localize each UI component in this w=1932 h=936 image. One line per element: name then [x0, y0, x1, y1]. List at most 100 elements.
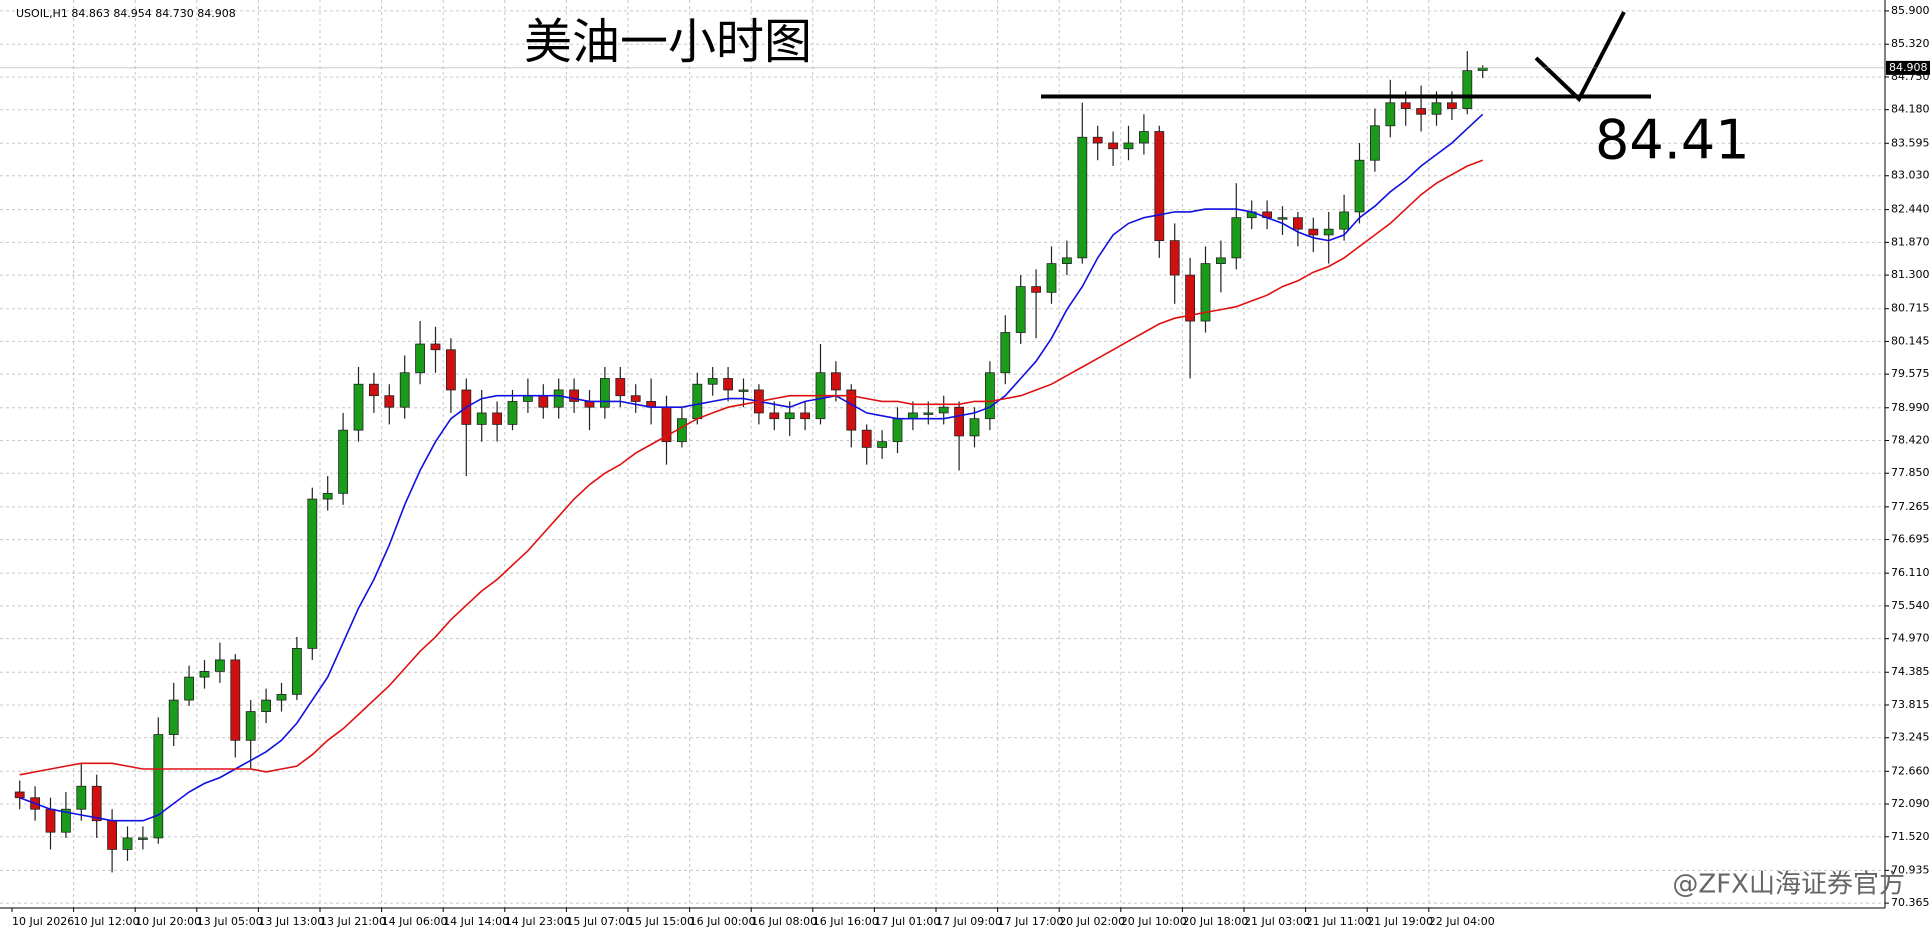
candle-body [1200, 263, 1211, 322]
y-tick-label: 81.300 [1891, 268, 1930, 281]
moving-average [19, 159, 1483, 776]
candle-body [61, 808, 71, 833]
candle-body [985, 372, 995, 420]
moving-average [19, 113, 1484, 822]
y-tick-label: 83.595 [1891, 136, 1930, 149]
candle-body [1339, 211, 1349, 230]
x-tick-label: 14 Jul 23:00 [505, 915, 571, 928]
candle-body [1293, 217, 1303, 230]
y-tick-label: 70.935 [1891, 863, 1930, 876]
x-tick-label: 20 Jul 10:00 [1121, 915, 1187, 928]
candle-body [276, 693, 287, 701]
y-tick-label: 70.365 [1891, 896, 1930, 909]
candle-body [969, 418, 980, 437]
candle-body [1092, 136, 1103, 144]
x-tick-label: 20 Jul 18:00 [1182, 915, 1248, 928]
candle-body [445, 349, 456, 391]
candle-body [1431, 102, 1442, 115]
x-tick-label: 17 Jul 01:00 [874, 915, 940, 928]
y-tick-label: 73.815 [1891, 698, 1930, 711]
candle-body [923, 412, 934, 415]
candle-body [107, 820, 117, 850]
y-tick-label: 74.970 [1891, 632, 1930, 645]
chart-title: 美油一小时图 [524, 14, 812, 70]
candle-body [1231, 217, 1242, 259]
candle-body [76, 785, 87, 810]
watermark: @ZFX山海证券官方 [1672, 870, 1905, 900]
candle-body [415, 343, 426, 374]
candle-body [1462, 70, 1473, 109]
x-tick-label: 10 Jul 2026 [12, 915, 74, 928]
candle-body [600, 378, 610, 408]
y-tick-label: 81.870 [1891, 235, 1930, 248]
candle-body [1185, 274, 1195, 322]
candle-body [954, 406, 964, 437]
candle-body [738, 389, 749, 392]
x-tick-label: 16 Jul 00:00 [690, 915, 756, 928]
candle-body [1447, 102, 1457, 109]
x-tick-label: 16 Jul 16:00 [813, 915, 879, 928]
y-tick-label: 72.660 [1891, 764, 1930, 777]
candle-body [1323, 228, 1334, 236]
x-tick-label: 21 Jul 03:00 [1244, 915, 1310, 928]
candle-body [1385, 102, 1396, 127]
x-tick-label: 10 Jul 20:00 [135, 915, 201, 928]
x-tick-label: 17 Jul 09:00 [936, 915, 1002, 928]
candle-body [800, 412, 810, 420]
candle-body [168, 699, 179, 735]
candle-body [1062, 257, 1072, 265]
candle-body [338, 429, 349, 494]
candle-body [1169, 240, 1180, 276]
candle-body [892, 418, 903, 443]
x-tick-label: 13 Jul 05:00 [197, 915, 263, 928]
y-tick-label: 83.030 [1891, 169, 1930, 182]
x-tick-label: 10 Jul 12:00 [74, 915, 140, 928]
candle-body [230, 659, 241, 741]
candle-body [430, 343, 441, 351]
candle-body [368, 383, 379, 397]
candle-body [1077, 136, 1088, 259]
candle-body [1370, 125, 1380, 161]
candle-body [707, 378, 718, 385]
x-tick-label: 20 Jul 02:00 [1059, 915, 1125, 928]
candle-body [723, 378, 733, 391]
candle-body [1015, 286, 1026, 333]
candle-body [507, 401, 518, 425]
candle-body [1416, 108, 1426, 115]
x-tick-label: 15 Jul 07:00 [566, 915, 632, 928]
candle-body [569, 389, 579, 402]
candle-body [538, 395, 549, 408]
candle-body [1308, 228, 1319, 236]
candle-body [831, 372, 841, 391]
candle-body [1216, 257, 1226, 265]
candle-body [677, 418, 687, 443]
x-tick-label: 16 Jul 08:00 [751, 915, 817, 928]
y-tick-label: 80.715 [1891, 302, 1930, 315]
y-tick-label: 77.265 [1891, 500, 1930, 513]
y-tick-label: 84.180 [1891, 103, 1930, 116]
candle-body [1108, 142, 1118, 150]
candle-body [291, 648, 302, 695]
current-price-box [1886, 60, 1930, 75]
candle-body [384, 395, 395, 408]
candle-body [938, 406, 949, 414]
marks [14, 51, 1488, 873]
candle-body [1123, 142, 1134, 150]
candle-body [846, 389, 857, 431]
candle-body [245, 711, 256, 741]
candle-body [1477, 67, 1488, 71]
x-tick-label: 15 Jul 15:00 [628, 915, 694, 928]
current-price-label: 84.908 [1889, 61, 1928, 74]
candle-body [45, 808, 56, 833]
y-tick-label: 73.245 [1891, 731, 1930, 744]
candle-body [769, 412, 780, 420]
candle-body [1139, 131, 1149, 144]
y-tick-label: 71.520 [1891, 830, 1930, 843]
candle-body [553, 389, 564, 408]
candle-body [861, 429, 872, 448]
candle-body [122, 837, 133, 850]
candle-body [137, 837, 148, 840]
candle-body [584, 401, 595, 408]
candle-body [91, 785, 102, 822]
